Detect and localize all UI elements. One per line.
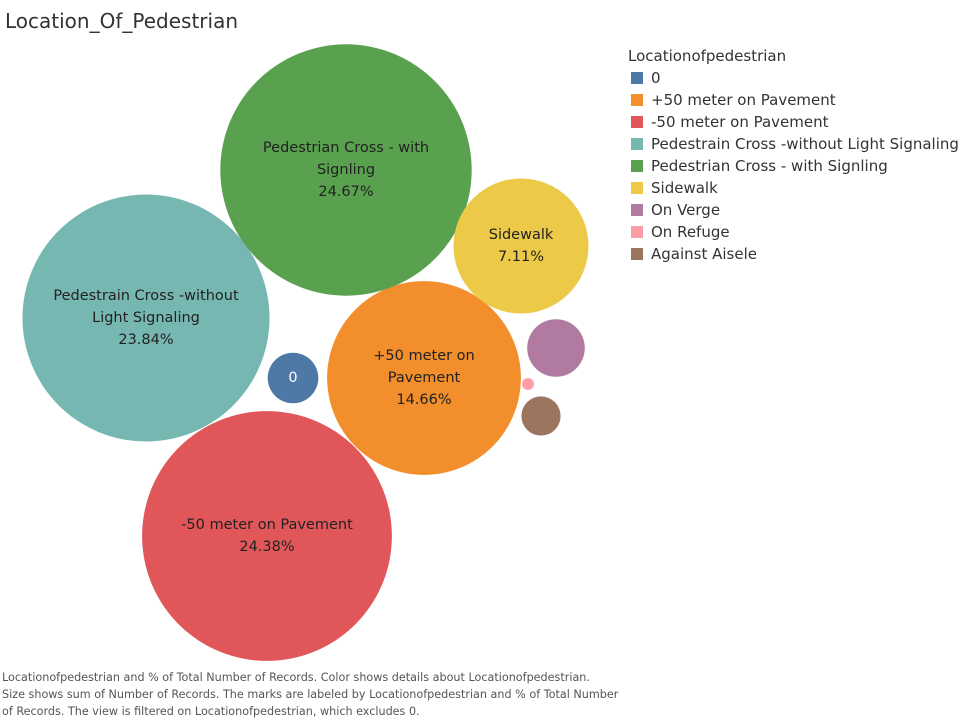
legend-label: Pedestrian Cross - with Signling	[651, 157, 888, 175]
legend-swatch	[631, 94, 643, 106]
legend-item-0[interactable]: 0	[628, 67, 959, 89]
legend-swatch	[631, 204, 643, 216]
legend-item-on-refuge[interactable]: On Refuge	[628, 221, 959, 243]
legend-swatch	[631, 72, 643, 84]
legend-label: On Verge	[651, 201, 721, 219]
caption-line: of Records. The view is filtered on Loca…	[2, 705, 420, 718]
bubble-label: 24.67%	[318, 184, 373, 200]
legend-swatch	[631, 116, 643, 128]
legend-swatch	[631, 138, 643, 150]
bubble-sidewalk[interactable]	[453, 178, 589, 314]
bubble-50-meter-on-pavement[interactable]	[327, 281, 521, 475]
bubble-pedestrian-cross-with-signling[interactable]	[220, 44, 472, 296]
bubble-label: Pedestrian Cross - with	[263, 140, 429, 156]
bubble-against-aisele[interactable]	[521, 396, 561, 436]
bubble-chart: Pedestrian Cross - with Signling 24.67% Sid…	[22, 44, 589, 661]
legend-item-pedestrain-cross-without-light-signaling[interactable]: Pedestrain Cross -without Light Signalin…	[628, 133, 959, 155]
legend-swatch	[631, 248, 643, 260]
legend-label: Pedestrain Cross -without Light Signalin…	[651, 135, 959, 153]
bubble-50-meter-on-pavement[interactable]	[142, 411, 392, 661]
bubble-label: Light Signaling	[92, 310, 200, 326]
bubble-label: Pedestrain Cross -without	[53, 288, 239, 304]
legend-item-50-meter-on-pavement[interactable]: +50 meter on Pavement	[628, 89, 959, 111]
legend-label: 0	[651, 69, 661, 87]
bubble-pedestrain-cross-without-light-signaling[interactable]	[22, 194, 270, 442]
caption-line: Size shows sum of Number of Records. The…	[2, 688, 619, 701]
bubble-on-verge[interactable]	[527, 319, 585, 377]
legend-title: Locationofpedestrian	[628, 47, 787, 65]
legend-label: +50 meter on Pavement	[651, 91, 836, 109]
legend-label: Sidewalk	[651, 179, 718, 197]
bubble-label: 7.11%	[498, 249, 544, 265]
legend-item-sidewalk[interactable]: Sidewalk	[628, 177, 959, 199]
legend-items: 0 +50 meter on Pavement -50 meter on Pavem…	[628, 67, 959, 265]
bubble-label: Sidewalk	[489, 227, 554, 243]
legend-swatch	[631, 160, 643, 172]
legend-item-pedestrian-cross-with-signling[interactable]: Pedestrian Cross - with Signling	[628, 155, 959, 177]
legend-item-against-aisele[interactable]: Against Aisele	[628, 243, 959, 265]
bubble-label: 24.38%	[239, 539, 294, 555]
bubble-label: 14.66%	[396, 392, 451, 408]
legend-item-on-verge[interactable]: On Verge	[628, 199, 959, 221]
legend-label: On Refuge	[651, 223, 730, 241]
bubble-label: Signling	[317, 162, 375, 178]
bubble-on-refuge[interactable]	[522, 378, 534, 390]
legend-swatch	[631, 182, 643, 194]
chart-caption: Locationofpedestrian and % of Total Numb…	[2, 669, 622, 720]
bubble-label: +50 meter on	[373, 348, 475, 364]
caption-line: Locationofpedestrian and % of Total Numb…	[2, 671, 590, 684]
bubble-label: 0	[288, 370, 297, 386]
legend-swatch	[631, 226, 643, 238]
bubble-label: Pavement	[388, 370, 461, 386]
legend-item-50-meter-on-pavement[interactable]: -50 meter on Pavement	[628, 111, 959, 133]
bubble-label: -50 meter on Pavement	[181, 517, 353, 533]
bubble-label: 23.84%	[118, 332, 173, 348]
legend-label: Against Aisele	[651, 245, 757, 263]
bubble-0[interactable]	[267, 352, 319, 404]
chart-title: Location_Of_Pedestrian	[5, 9, 238, 33]
legend: Locationofpedestrian 0 +50 meter on Pavem…	[628, 47, 959, 265]
legend-label: -50 meter on Pavement	[651, 113, 829, 131]
